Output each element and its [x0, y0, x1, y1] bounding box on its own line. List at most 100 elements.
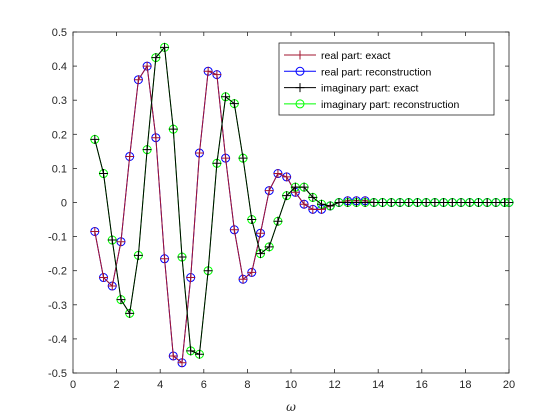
data-point: [482, 198, 492, 207]
legend-swatch-marker: [295, 83, 305, 93]
legend-label: real part: exact: [321, 50, 391, 62]
x-tick-label: 0: [70, 379, 76, 391]
data-point: [133, 75, 143, 85]
series-2: [90, 42, 514, 359]
legend-entry: imaginary part: exact: [284, 83, 419, 95]
x-tick-label: 6: [201, 379, 207, 391]
y-tick-label: -0.4: [48, 334, 67, 346]
data-point: [229, 225, 239, 235]
y-tick-label: 0.4: [52, 61, 67, 73]
data-point: [334, 198, 344, 207]
data-point: [491, 198, 501, 207]
data-point: [395, 198, 405, 207]
data-point: [299, 199, 309, 209]
data-point: [317, 199, 327, 209]
data-point: [447, 198, 457, 207]
data-point: [325, 201, 335, 211]
data-point: [290, 182, 300, 192]
legend-swatch-marker: [295, 50, 305, 60]
data-point: [107, 281, 117, 291]
y-tick-label: -0.1: [48, 232, 67, 244]
legend-swatch-marker: [295, 66, 305, 76]
y-tick-label: -0.3: [48, 300, 67, 312]
legend-entry: real part: exact: [284, 50, 391, 62]
y-tick-label: 0.1: [52, 163, 67, 175]
data-point: [308, 204, 318, 214]
data-point: [308, 192, 318, 202]
data-point: [142, 145, 152, 155]
data-point: [194, 349, 204, 359]
data-point: [264, 186, 274, 196]
legend-swatch-marker: [295, 99, 305, 109]
data-point: [273, 169, 283, 179]
data-point: [282, 191, 292, 201]
data-point: [221, 153, 231, 163]
data-point: [177, 252, 187, 262]
data-point: [151, 133, 161, 143]
data-point: [238, 153, 248, 163]
legend: real part: exact real part: reconstructio…: [278, 42, 495, 116]
data-point: [107, 235, 117, 245]
data-point: [229, 99, 239, 109]
data-point: [168, 351, 178, 361]
data-point: [160, 42, 170, 52]
data-point: [212, 70, 222, 80]
x-tick-label: 18: [459, 379, 471, 391]
legend-entry: imaginary part: reconstruction: [284, 99, 459, 111]
x-tick-label: 20: [503, 379, 515, 391]
x-tick-label: 10: [285, 379, 297, 391]
x-axis-label: ω: [286, 400, 296, 414]
data-point: [282, 172, 292, 182]
data-point: [351, 198, 361, 207]
data-point: [90, 226, 100, 236]
x-tick-label: 2: [114, 379, 120, 391]
data-point: [194, 148, 204, 158]
data-point: [99, 273, 109, 283]
data-point: [465, 198, 475, 207]
y-tick-label: 0: [61, 198, 67, 210]
data-point: [125, 151, 135, 161]
data-point: [212, 158, 222, 168]
data-point: [116, 237, 126, 247]
data-point: [369, 198, 379, 207]
data-point: [133, 250, 143, 260]
data-point: [203, 66, 213, 76]
data-point: [247, 215, 257, 225]
data-point: [273, 216, 283, 226]
data-point: [186, 273, 196, 283]
legend-label: real part: reconstruction: [321, 66, 431, 78]
data-point: [186, 346, 196, 356]
data-point: [255, 228, 265, 238]
y-tick-label: 0.3: [52, 95, 67, 107]
legend-entries: real part: exact real part: reconstructio…: [284, 50, 459, 111]
x-tick-label: 12: [328, 379, 340, 391]
y-tick-label: -0.5: [48, 368, 67, 380]
legend-entry: real part: reconstruction: [284, 66, 431, 78]
series-layer: [90, 42, 514, 368]
x-tick-label: 4: [157, 379, 163, 391]
data-point: [238, 274, 248, 284]
data-point: [386, 198, 396, 207]
data-point: [160, 254, 170, 264]
data-point: [378, 198, 388, 207]
data-point: [247, 267, 257, 277]
y-tick-label: -0.2: [48, 266, 67, 278]
data-point: [168, 124, 178, 134]
x-tick-label: 8: [244, 379, 250, 391]
legend-label: imaginary part: exact: [321, 83, 419, 95]
data-point: [264, 242, 274, 252]
y-tick-label: 0.5: [52, 27, 67, 39]
data-point: [430, 198, 440, 207]
data-point: [421, 198, 431, 207]
data-point: [473, 198, 483, 207]
data-point: [203, 266, 213, 276]
legend-label: imaginary part: reconstruction: [321, 99, 459, 111]
data-point: [456, 198, 466, 207]
data-point: [360, 198, 370, 207]
x-tick-label: 14: [372, 379, 384, 391]
data-point: [99, 169, 109, 179]
data-point: [125, 308, 135, 318]
x-tick-label: 16: [416, 379, 428, 391]
y-tick-label: 0.2: [52, 129, 67, 141]
data-point: [412, 198, 422, 207]
